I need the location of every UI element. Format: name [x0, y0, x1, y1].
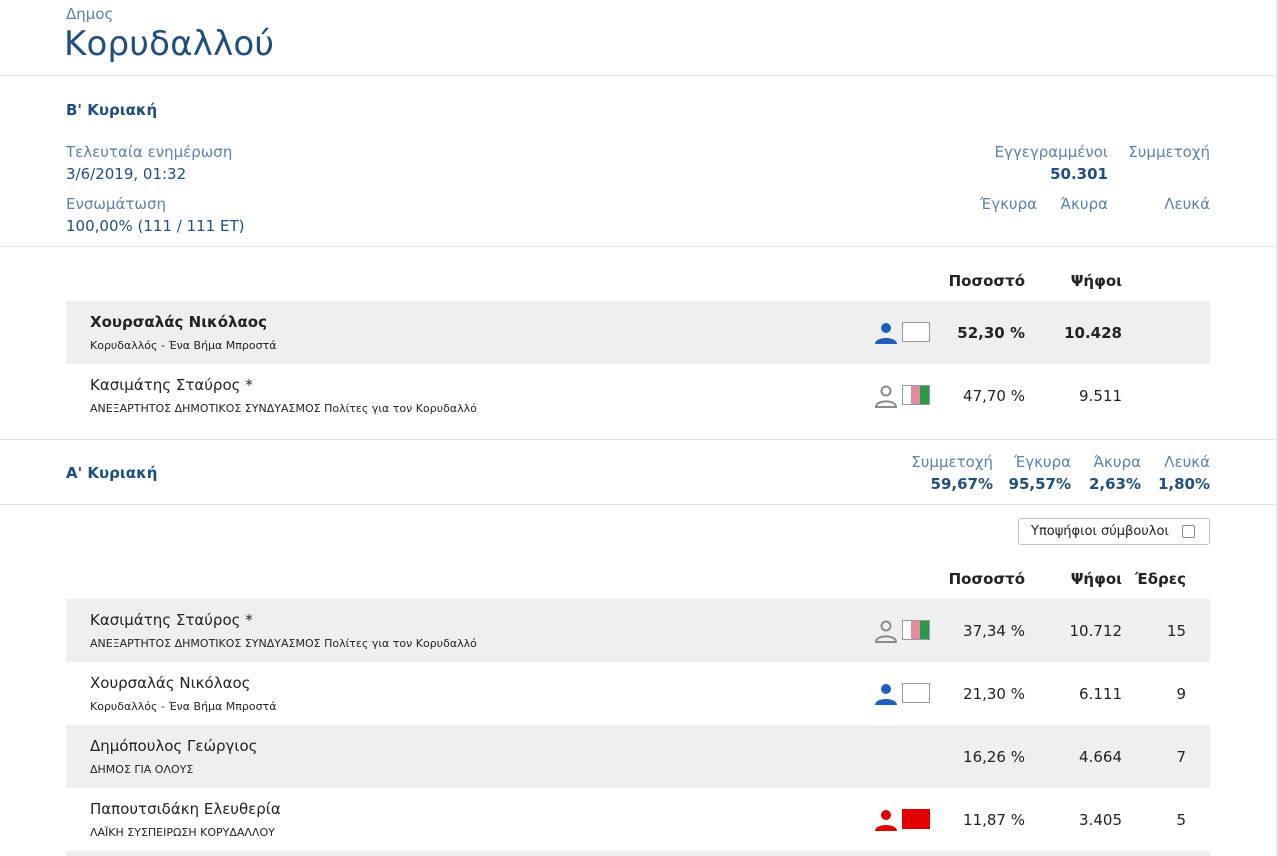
candidate-pct: 16,26 %	[963, 748, 1025, 766]
round-b-title: Β' Κυριακή	[66, 101, 158, 119]
scrollbar[interactable]	[1276, 0, 1278, 856]
candidate-party: ΑΝΕΞΑΡΤΗΤΟΣ ΔΗΜΟΤΙΚΟΣ ΣΥΝΔΥΑΣΜΟΣ Πολίτες…	[90, 637, 477, 650]
candidate-name: Δημόπουλος Γεώργιος	[90, 737, 258, 755]
last-update-value: 3/6/2019, 01:32	[66, 165, 187, 183]
blank-value: 1,80%	[1157, 475, 1210, 493]
valid-label: Έγκυρα	[980, 195, 1037, 213]
invalid-label: Άκυρα	[1060, 195, 1108, 213]
person-filled-icon	[875, 684, 897, 705]
party-flag-icon	[902, 683, 930, 703]
candidate-name: Χουρσαλάς Νικόλαος	[90, 674, 251, 692]
divider	[0, 504, 1278, 505]
candidate-party: Κορυδαλλός - Ένα Βήμα Μπροστά	[90, 700, 277, 713]
candidate-pct: 52,30 %	[957, 324, 1025, 342]
municipality-label: Δημος	[66, 5, 114, 23]
registered-value: 50.301	[1050, 165, 1108, 183]
valid-label: Έγκυρα	[1014, 453, 1071, 471]
municipality-name: Κορυδαλλού	[64, 24, 275, 64]
candidate-party: ΔΗΜΟΣ ΓΙΑ ΟΛΟΥΣ	[90, 763, 194, 776]
candidate-votes: 6.111	[1079, 685, 1122, 703]
blank-label: Λευκά	[1164, 195, 1210, 213]
toggle-label: Υποψήφιοι σύμβουλοι	[1031, 524, 1169, 539]
candidate-name: Κασιμάτης Σταύρος *	[90, 376, 253, 394]
col-pct-header: Ποσοστό	[948, 570, 1025, 588]
table-row[interactable]: Χουρσαλάς Νικόλαος Κορυδαλλός - Ένα Βήμα…	[66, 301, 1210, 364]
party-flag-icon	[902, 620, 930, 640]
party-flag-icon	[902, 322, 930, 342]
candidate-party: ΑΝΕΞΑΡΤΗΤΟΣ ΔΗΜΟΤΙΚΟΣ ΣΥΝΔΥΑΣΜΟΣ Πολίτες…	[90, 402, 477, 415]
candidate-votes: 3.405	[1079, 811, 1122, 829]
person-outline-icon	[874, 385, 898, 408]
table-row[interactable]: Κασιμάτης Σταύρος * ΑΝΕΞΑΡΤΗΤΟΣ ΔΗΜΟΤΙΚΟ…	[66, 599, 1210, 662]
table-row[interactable]: Δημόπουλος Γεώργιος ΔΗΜΟΣ ΓΙΑ ΟΛΟΥΣ 16,2…	[66, 725, 1210, 788]
divider	[0, 246, 1278, 247]
valid-value: 95,57%	[1008, 475, 1071, 493]
person-filled-icon	[875, 323, 897, 344]
candidate-votes: 9.511	[1079, 387, 1122, 405]
invalid-label: Άκυρα	[1093, 453, 1141, 471]
candidate-seats: 9	[1176, 685, 1186, 703]
table-row[interactable]: Χουρσαλάς Νικόλαος Κορυδαλλός - Ένα Βήμα…	[66, 662, 1210, 725]
candidate-pct: 11,87 %	[963, 811, 1025, 829]
candidate-party: Κορυδαλλός - Ένα Βήμα Μπροστά	[90, 339, 277, 352]
checkbox-icon[interactable]	[1182, 525, 1195, 538]
candidate-votes: 10.712	[1069, 622, 1123, 640]
registered-label: Εγγεγραμμένοι	[994, 143, 1108, 161]
candidate-votes: 4.664	[1079, 748, 1122, 766]
party-flag-icon	[902, 385, 930, 405]
blank-label: Λευκά	[1164, 453, 1210, 471]
candidate-seats: 7	[1176, 748, 1186, 766]
person-filled-icon	[875, 810, 897, 831]
party-flag-icon	[902, 809, 930, 829]
candidate-seats: 5	[1176, 811, 1186, 829]
divider	[0, 75, 1278, 76]
candidate-seats: 15	[1166, 622, 1186, 640]
col-votes-header: Ψήφοι	[1070, 570, 1122, 588]
turnout-label: Συμμετοχή	[911, 453, 993, 471]
candidate-pct: 37,34 %	[963, 622, 1025, 640]
table-row[interactable]: Παπουτσιδάκη Ελευθερία ΛΑΪΚΗ ΣΥΣΠΕΙΡΩΣΗ …	[66, 788, 1210, 851]
candidate-pct: 21,30 %	[963, 685, 1025, 703]
round-a-title: Α' Κυριακή	[66, 464, 158, 482]
candidate-party: ΛΑΪΚΗ ΣΥΣΠΕΙΡΩΣΗ ΚΟΡΥΔΑΛΛΟΥ	[90, 826, 275, 839]
candidate-pct: 47,70 %	[963, 387, 1025, 405]
integration-value: 100,00% (111 / 111 ΕΤ)	[66, 217, 245, 235]
last-update-label: Τελευταία ενημέρωση	[66, 143, 233, 161]
candidate-name: Παπουτσιδάκη Ελευθερία	[90, 800, 281, 818]
integration-label: Ενσωμάτωση	[66, 195, 166, 213]
turnout-value: 59,67%	[930, 475, 993, 493]
person-outline-icon	[874, 620, 898, 643]
divider	[0, 439, 1278, 440]
table-row[interactable]	[66, 851, 1210, 856]
col-votes-header: Ψήφοι	[1070, 272, 1122, 290]
candidate-votes: 10.428	[1064, 324, 1122, 342]
invalid-value: 2,63%	[1088, 475, 1141, 493]
turnout-label: Συμμετοχή	[1128, 143, 1210, 161]
candidate-name: Κασιμάτης Σταύρος *	[90, 611, 253, 629]
candidate-name: Χουρσαλάς Νικόλαος	[90, 313, 267, 331]
table-row[interactable]: Κασιμάτης Σταύρος * ΑΝΕΞΑΡΤΗΤΟΣ ΔΗΜΟΤΙΚΟ…	[66, 364, 1210, 427]
council-candidates-toggle[interactable]: Υποψήφιοι σύμβουλοι	[1018, 518, 1210, 545]
col-seats-header: Έδρες	[1135, 570, 1186, 588]
col-pct-header: Ποσοστό	[948, 272, 1025, 290]
